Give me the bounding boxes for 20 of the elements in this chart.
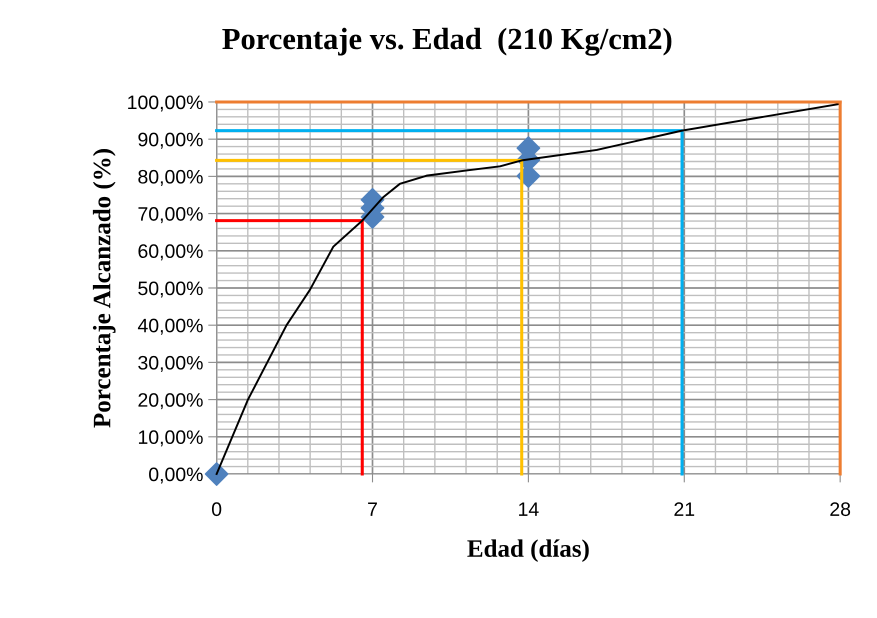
y-tick-label: 40,00%	[138, 318, 203, 335]
y-tick-label: 80,00%	[138, 170, 203, 186]
x-tick-label: 7	[368, 502, 377, 516]
x-tick-label: 14	[519, 502, 539, 516]
x-axis-title: Edad (días)	[467, 539, 589, 562]
y-tick-label: 70,00%	[138, 207, 203, 224]
y-tick-label: 50,00%	[138, 281, 203, 298]
x-tick-label: 0	[212, 502, 222, 516]
y-tick-label: 0,00%	[149, 467, 203, 484]
chart-title: Porcentaje vs. Edad (210 Kg/cm2)	[222, 28, 672, 56]
y-tick-label: 60,00%	[138, 244, 203, 260]
y-tick-label: 90,00%	[138, 132, 203, 149]
x-tick-label: 28	[830, 502, 850, 516]
x-tick-label: 21	[674, 502, 694, 516]
point	[204, 462, 229, 486]
y-tick-label: 10,00%	[138, 430, 203, 446]
y-axis-title: Porcentaje Alcanzado (%)	[92, 149, 116, 428]
y-tick-label: 100,00%	[128, 95, 203, 112]
y-tick-label: 20,00%	[138, 393, 203, 410]
y-tick-label: 30,00%	[138, 356, 203, 372]
